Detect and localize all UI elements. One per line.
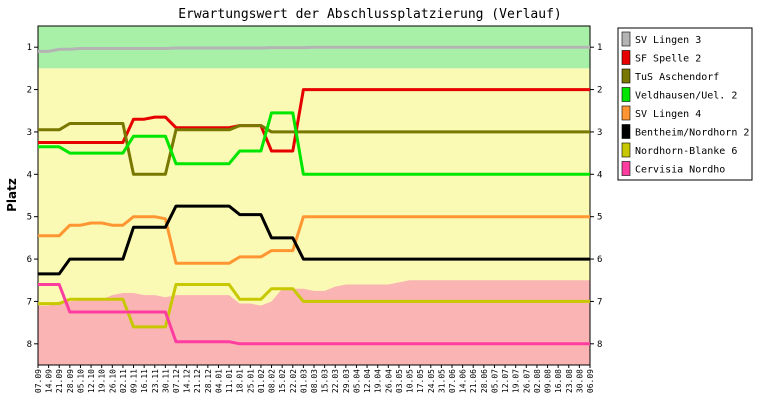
legend-swatch-4 [621,105,631,121]
x-tick-label-46: 26.07 [522,369,531,393]
legend-label-5: Bentheim/Nordhorn 2 [635,128,749,139]
x-tick-label-31: 12.04 [363,369,372,393]
x-tick-label-12: 30.11 [161,369,170,393]
y-tick-label-right-3: 3 [597,128,602,138]
series-line-0 [38,45,590,53]
x-tick-label-2: 21.09 [55,369,64,393]
x-tick-label-26: 08.03 [310,369,319,393]
legend: SV Lingen 3 SF Spelle 2 TuS Aschendorf Veld… [617,27,753,181]
y-tick-label-right-8: 8 [597,340,602,350]
x-tick-label-23: 15.02 [278,369,287,393]
legend-label-3: Veldhausen/Uel. 2 [635,91,737,102]
legend-label-6: Nordhorn-Blanke 6 [635,146,737,157]
y-tick-label-left-7: 7 [27,297,32,307]
legend-box [617,27,753,181]
x-tick-label-39: 07.06 [448,369,457,393]
legend-swatch-2 [621,68,631,84]
legend-label-7: Cervisia Nordho [635,165,725,176]
x-tick-label-41: 21.06 [469,369,478,393]
y-tick-label-right-1: 1 [597,43,602,53]
x-tick-label-7: 26.10 [108,369,117,393]
plot-area: 1 1 2 2 3 3 4 4 5 5 6 6 7 7 8 8 07.09 14.09 21.09 28.09 05.1… [27,25,602,393]
x-tick-label-45: 19.07 [512,369,521,393]
x-tick-label-33: 26.04 [384,369,393,393]
legend-label-2: TuS Aschendorf [635,72,719,83]
x-tick-label-13: 07.12 [172,369,181,393]
legend-label-1: SF Spelle 2 [635,54,701,65]
legend-swatch-7 [621,161,631,176]
x-tick-label-35: 10.05 [406,369,415,393]
x-tick-label-25: 01.03 [299,369,308,393]
series-line-2 [38,122,590,176]
y-tick-label-left-2: 2 [27,86,32,96]
x-tick-label-1: 14.09 [45,369,54,393]
x-tick-label-43: 05.07 [490,369,499,393]
y-tick-label-left-4: 4 [27,170,32,180]
x-tick-label-51: 30.08 [575,369,584,393]
legend-label-0: SV Lingen 3 [635,35,701,46]
x-tick-label-36: 17.05 [416,369,425,393]
chart-title: Erwartungswert der Abschlussplatzierung … [178,7,562,22]
x-tick-label-32: 19.04 [374,369,383,393]
x-tick-label-34: 03.05 [395,369,404,393]
legend-label-4: SV Lingen 4 [635,109,701,120]
y-tick-label-right-4: 4 [597,170,602,180]
legend-swatch-5 [621,124,631,139]
y-tick-label-left-1: 1 [27,43,32,53]
x-tick-label-37: 24.05 [427,369,436,393]
x-tick-label-38: 31.05 [437,369,446,393]
series-line-6 [38,283,590,329]
x-tick-label-44: 12.07 [501,369,510,393]
x-tick-label-42: 28.06 [480,369,489,393]
x-tick-label-10: 16.11 [140,369,149,393]
x-tick-label-4: 05.10 [76,369,85,393]
x-tick-label-50: 23.08 [565,369,574,393]
y-tick-label-right-6: 6 [597,255,602,265]
x-tick-label-28: 22.03 [331,369,340,393]
y-tick-label-left-8: 8 [27,340,32,350]
x-tick-label-11: 23.11 [151,369,160,393]
x-tick-label-14: 14.12 [183,369,192,393]
x-tick-label-9: 09.11 [130,369,139,393]
x-tick-label-52: 06.09 [586,369,595,393]
y-tick-label-right-2: 2 [597,86,602,96]
x-tick-label-49: 16.08 [554,369,563,393]
x-tick-label-27: 15.03 [321,369,330,393]
y-tick-label-right-5: 5 [597,213,602,223]
series-line-5 [38,204,590,276]
x-tick-label-19: 18.01 [236,369,245,393]
legend-swatch-3 [621,87,631,102]
y-tick-label-left-5: 5 [27,213,32,223]
y-tick-label-left-3: 3 [27,128,32,138]
x-tick-label-20: 25.01 [246,369,255,393]
series-line-7 [38,283,590,346]
x-tick-label-0: 07.09 [34,369,43,393]
x-tick-label-3: 28.09 [66,369,75,393]
series-line-3 [38,111,590,176]
x-tick-label-40: 14.06 [459,369,468,393]
y-tick-label-left-6: 6 [27,255,32,265]
x-tick-label-17: 04.01 [214,369,223,393]
legend-swatch-0 [621,31,631,47]
x-tick-label-5: 12.10 [87,369,96,393]
x-tick-label-6: 19.10 [98,369,107,393]
x-tick-label-15: 21.12 [193,369,202,393]
x-tick-label-16: 28.12 [204,369,213,393]
series-line-1 [38,88,590,153]
series-line-4 [38,215,590,265]
x-tick-label-24: 22.02 [289,369,298,393]
x-tick-label-47: 02.08 [533,369,542,393]
x-tick-label-21: 01.02 [257,369,266,393]
x-tick-label-22: 08.02 [268,369,277,393]
legend-swatch-1 [621,50,631,65]
x-tick-label-29: 29.03 [342,369,351,393]
x-tick-label-30: 05.04 [352,369,361,393]
x-tick-label-48: 09.08 [544,369,553,393]
y-tick-label-right-7: 7 [597,297,602,307]
x-tick-label-18: 11.01 [225,369,234,393]
x-tick-label-8: 02.11 [119,369,128,393]
legend-swatch-6 [621,142,631,158]
y-axis-label: Platz [5,178,19,212]
